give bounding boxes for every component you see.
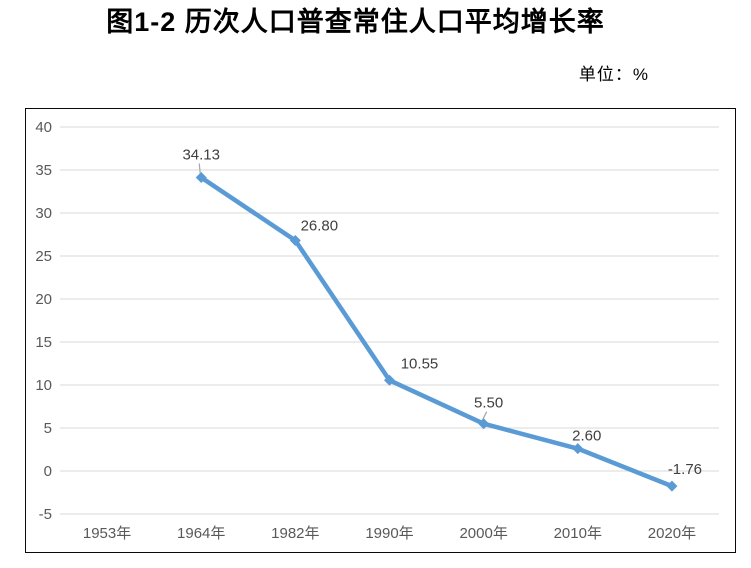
- y-axis-tick-label: 15: [35, 334, 52, 351]
- chart-title: 图1-2 历次人口普查常住人口平均增长率: [106, 7, 605, 37]
- data-point-marker: [384, 374, 395, 386]
- data-point-label: 34.13: [182, 146, 220, 163]
- x-axis-tick-label: 1982年: [271, 525, 319, 542]
- data-point-label: 5.50: [474, 395, 503, 412]
- y-axis-tick-label: -5: [39, 506, 52, 523]
- line-chart: 40 35 30 25 20 15 10 5 0 -5 1953年 1964年 1982年 1990年 20…: [35, 119, 719, 542]
- x-axis-tick-label: 2020年: [648, 525, 696, 542]
- y-axis-tick-label: 10: [35, 377, 52, 394]
- data-point-label: 2.60: [572, 428, 601, 445]
- y-axis-tick-label: 20: [35, 291, 52, 308]
- y-axis-tick-label: 30: [35, 205, 52, 222]
- data-series-line: [198, 175, 675, 489]
- data-point-marker: [572, 443, 584, 455]
- data-point-label: -1.76: [668, 461, 702, 478]
- data-point-marker: [478, 418, 490, 430]
- x-axis-tick-label: 2010年: [554, 525, 602, 542]
- y-axis-tick-label: 35: [35, 162, 52, 179]
- x-axis-tick-label: 2000年: [459, 525, 507, 542]
- y-axis-tick-label: 5: [44, 420, 52, 437]
- x-axis-tick-label: 1964年: [177, 525, 225, 542]
- data-label-leader-line: [198, 163, 201, 174]
- data-point-label: 26.80: [301, 218, 339, 235]
- data-point-marker: [195, 171, 207, 183]
- data-point-marker: [289, 235, 301, 247]
- data-point-label: 10.55: [401, 355, 439, 372]
- y-axis-tick-label: 25: [35, 248, 52, 265]
- chart-box: 40 35 30 25 20 15 10 5 0 -5 1953年 1964年 1982年 1990年 20…: [25, 108, 736, 553]
- data-label-leader-line: [482, 411, 488, 420]
- x-axis-tick-label: 1990年: [365, 525, 413, 542]
- data-point-marker: [666, 480, 678, 492]
- y-axis-tick-label: 40: [35, 119, 52, 136]
- x-axis-tick-label: 1953年: [83, 525, 131, 542]
- unit-label: 单位：%: [578, 65, 649, 84]
- y-axis-tick-label: 0: [44, 463, 52, 480]
